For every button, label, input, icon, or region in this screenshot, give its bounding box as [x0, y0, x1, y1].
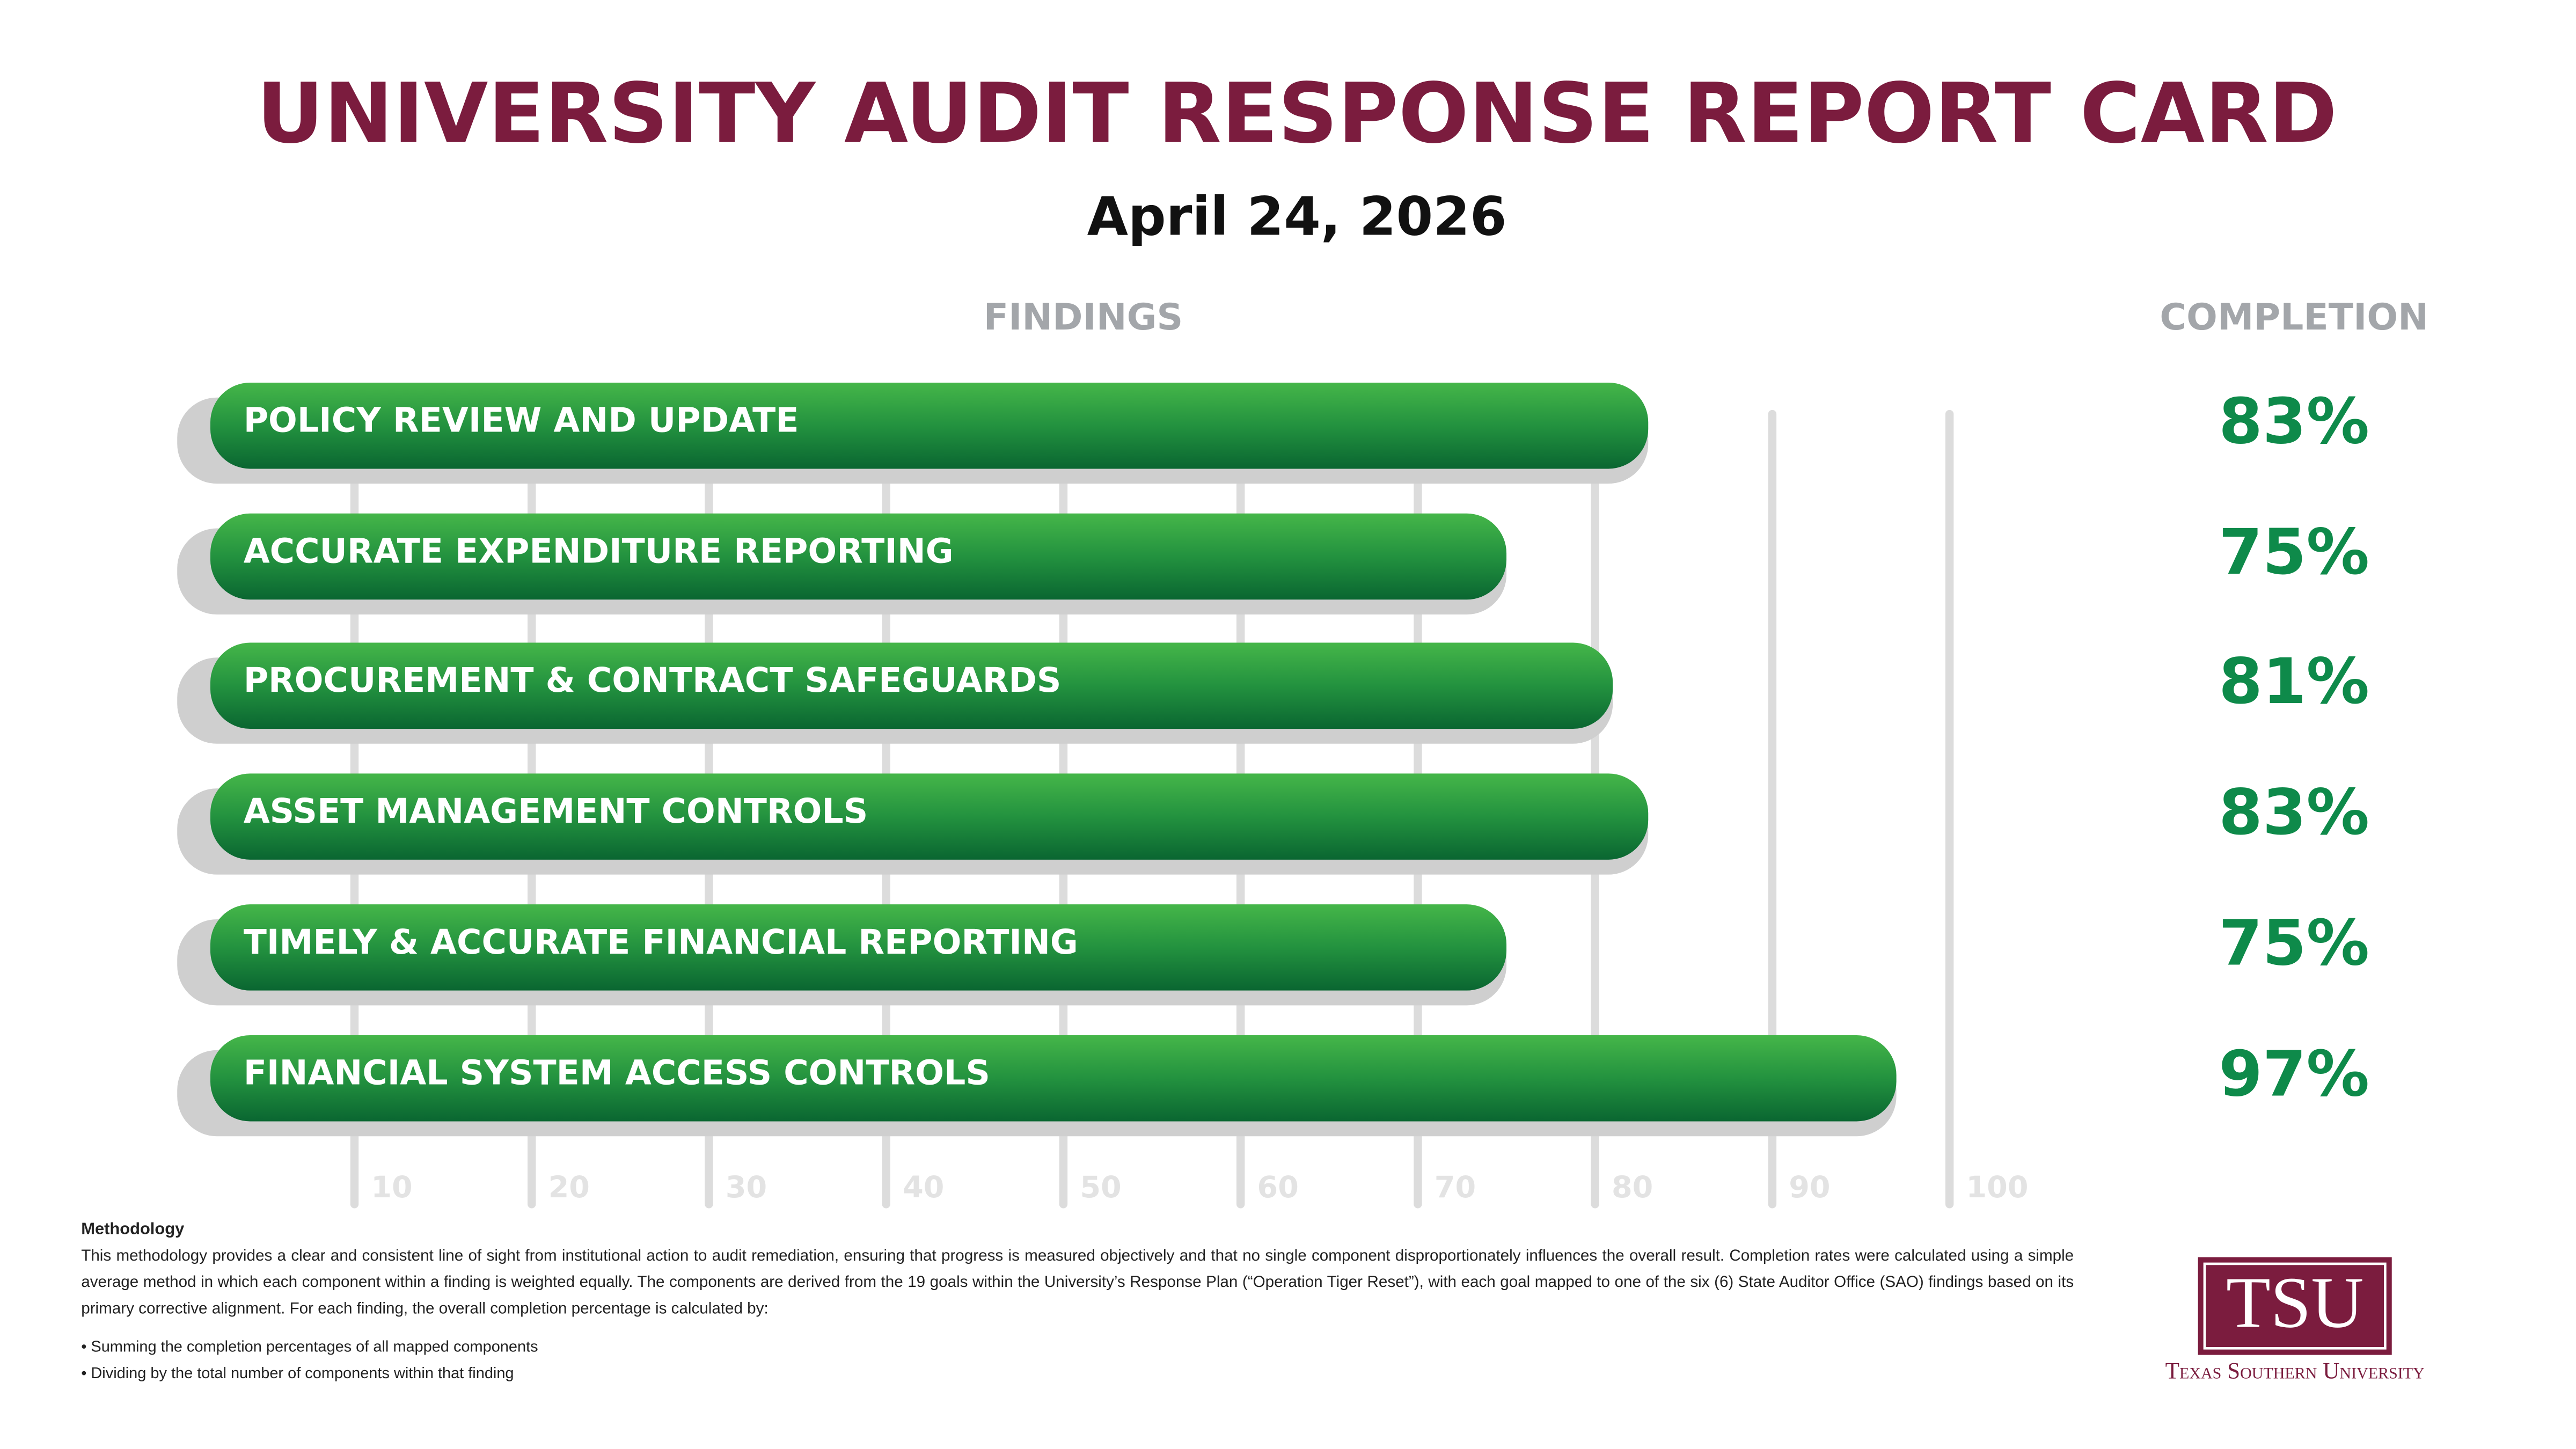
- x-tick-label: 100: [1966, 1170, 2029, 1205]
- value-label: 75%: [2219, 515, 2369, 589]
- bar: [210, 904, 1507, 991]
- category-label: FINANCIAL SYSTEM ACCESS CONTROLS: [244, 1053, 990, 1093]
- x-tick-label: 10: [371, 1170, 412, 1205]
- value-label: 81%: [2219, 645, 2369, 718]
- logo: TSU Texas Southern University: [2165, 1257, 2425, 1384]
- bar: [210, 1035, 1897, 1122]
- logo-border: [2203, 1262, 2387, 1350]
- x-tick-label: 60: [1257, 1170, 1299, 1205]
- category-label: POLICY REVIEW AND UPDATE: [244, 400, 799, 440]
- category-header: FINDINGS: [984, 296, 1183, 339]
- x-tick-label: 20: [548, 1170, 590, 1205]
- methodology-text: This methodology provides a clear and co…: [81, 1247, 2074, 1319]
- x-tick-label: 50: [1080, 1170, 1121, 1205]
- methodology: Methodology This methodology provides a …: [81, 1218, 2074, 1387]
- category-label: ASSET MANAGEMENT CONTROLS: [244, 791, 868, 831]
- value-header: COMPLETION: [2160, 296, 2428, 339]
- logo-name: Texas Southern University: [2165, 1359, 2425, 1384]
- category-label: ACCURATE EXPENDITURE REPORTING: [244, 531, 954, 570]
- logo-abbr: TSU: [2226, 1263, 2364, 1343]
- bar: [210, 382, 1649, 469]
- chart-title: UNIVERSITY AUDIT RESPONSE REPORT CARD: [257, 66, 2337, 162]
- value-label: 83%: [2219, 384, 2369, 458]
- bar: [210, 513, 1507, 600]
- bar: [210, 773, 1649, 860]
- x-tick-label: 90: [1789, 1170, 1830, 1205]
- x-tick-label: 30: [726, 1170, 767, 1205]
- category-label: PROCUREMENT & CONTRACT SAFEGUARDS: [244, 660, 1062, 700]
- bars: POLICY REVIEW AND UPDATE 83% ACCURATE EXPE…: [177, 382, 2369, 1137]
- value-label: 83%: [2219, 775, 2369, 849]
- bar: [210, 642, 1613, 729]
- logo-box: [2198, 1257, 2392, 1355]
- methodology-bullet: • Summing the completion percentages of …: [81, 1336, 538, 1355]
- methodology-heading: Methodology: [81, 1220, 185, 1239]
- value-label: 75%: [2219, 906, 2369, 980]
- x-tick-label: 80: [1612, 1170, 1653, 1205]
- category-label: TIMELY & ACCURATE FINANCIAL REPORTING: [244, 922, 1078, 962]
- x-tick-label: 70: [1435, 1170, 1476, 1205]
- chart-subtitle: April 24, 2026: [1087, 186, 1507, 247]
- methodology-bullet: • Dividing by the total number of compon…: [81, 1363, 514, 1382]
- x-tick-label: 40: [903, 1170, 944, 1205]
- value-label: 97%: [2219, 1037, 2369, 1110]
